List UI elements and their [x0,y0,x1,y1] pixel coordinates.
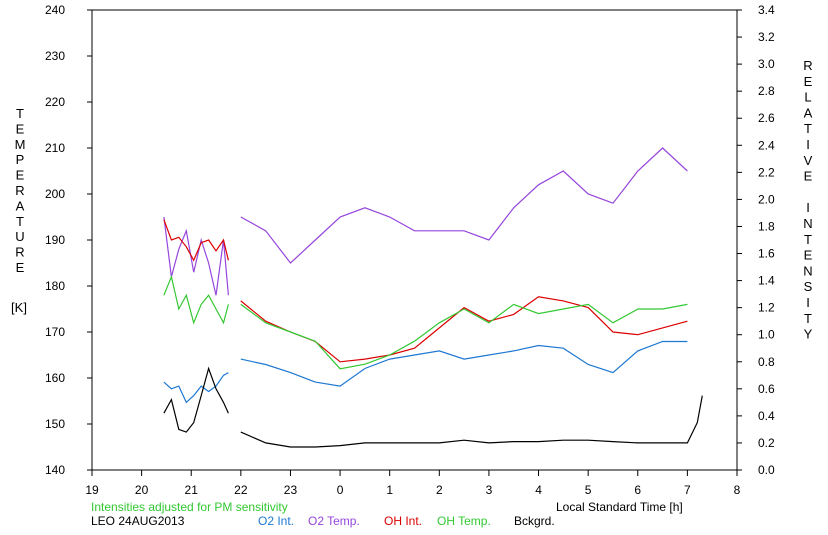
right-tick-label: 0.0 [758,463,775,477]
series-bckgrd-segment-2 [240,395,703,448]
left-axis-letter: U [15,229,24,244]
footer-id: LEO 24AUG2013 [91,514,185,528]
right-tick-label: 2.0 [758,192,775,206]
left-tick-label: 210 [45,141,65,155]
right-tick-label: 3.0 [758,57,775,71]
legend-oh-temp: OH Temp. [437,514,491,528]
series-o2-temp-segment-1 [163,216,229,296]
left-tick-label: 190 [45,233,65,247]
right-axis-letter: L [804,90,811,105]
legend-bckgrd: Bckgrd. [514,514,555,528]
series-oh-int-segment-1 [163,219,229,262]
right-axis-letter: T [804,121,812,136]
legend-o2-temp: O2 Temp. [308,514,360,528]
x-tick-label: 3 [486,483,493,497]
right-axis-letter: N [803,263,812,278]
series-layer [163,147,703,448]
series-o2-int-segment-1 [163,372,229,404]
x-tick-label: 5 [585,483,592,497]
right-tick-label: 1.0 [758,328,775,342]
series-o2-temp-segment-2 [240,147,688,264]
right-axis-letter: E [804,74,813,89]
right-tick-label: 1.2 [758,301,775,315]
left-tick-label: 220 [45,95,65,109]
left-tick-label: 230 [45,49,65,63]
right-tick-label: 2.4 [758,138,775,152]
x-axis-label: Local Standard Time [h] [556,500,683,514]
right-axis-letter: S [804,279,813,294]
left-tick-label: 200 [45,187,65,201]
right-axis-letter: R [803,58,812,73]
right-axis-letter: A [804,105,813,120]
right-tick-label: 2.6 [758,111,775,125]
x-tick-label: 8 [734,483,741,497]
x-tick-label: 21 [185,483,199,497]
x-tick-label: 0 [337,483,344,497]
right-tick-label: 0.6 [758,382,775,396]
right-axis: 0.0 0.2 0.4 0.6 0.8 1.0 1.2 1.4 1.6 1.8 2.0 2.2 2.4 2… [737,3,775,477]
right-axis-letter: I [806,137,810,152]
right-tick-label: 0.4 [758,409,775,423]
right-tick-label: 2.8 [758,84,775,98]
x-tick-label: 20 [135,483,149,497]
series-oh-temp-segment-1 [163,274,229,325]
left-axis-letter: M [15,137,26,152]
x-tick-label: 22 [234,483,248,497]
left-tick-label: 150 [45,417,65,431]
right-tick-label: 1.8 [758,219,775,233]
right-axis-letter: I [806,295,810,310]
right-tick-label: 2.2 [758,165,775,179]
right-axis-letter: I [806,200,810,215]
x-tick-label: 23 [284,483,298,497]
x-tick-label: 1 [386,483,393,497]
right-axis-letter: E [804,248,813,263]
series-oh-int-segment-2 [240,296,688,363]
legend-oh-int: OH Int. [384,514,423,528]
left-axis-letter: R [15,183,24,198]
series-bckgrd-segment-1 [163,366,229,433]
x-tick-label: 6 [634,483,641,497]
sensitivity-note: Intensities adjusted for PM sensitivity [91,500,288,514]
left-tick-label: 170 [45,325,65,339]
x-axis: 19 20 21 22 23 0 1 2 3 4 5 6 7 8 [85,470,741,497]
left-axis-letter: E [16,121,25,136]
series-oh-temp-segment-2 [240,303,688,370]
right-tick-label: 3.4 [758,3,775,17]
series-o2-int-segment-2 [240,340,688,387]
left-tick-label: 240 [45,3,65,17]
x-tick-label: 2 [436,483,443,497]
x-tick-label: 4 [535,483,542,497]
right-tick-label: 0.8 [758,355,775,369]
left-tick-label: 180 [45,279,65,293]
plot-frame [91,9,738,471]
right-axis-letter: V [804,153,813,168]
right-axis-letter: N [803,216,812,231]
right-tick-label: 1.6 [758,247,775,261]
left-axis-letter: R [15,245,24,260]
right-axis-letter: Y [804,327,813,342]
legend-o2-int: O2 Int. [258,514,295,528]
right-axis-letter: T [804,232,812,247]
left-tick-label: 160 [45,371,65,385]
x-tick-label: 7 [684,483,691,497]
right-axis-letter: E [804,169,813,184]
left-axis-letter: T [16,214,24,229]
left-axis-letter: P [16,152,25,167]
right-tick-label: 1.4 [758,274,775,288]
right-axis-letter: T [804,311,812,326]
left-axis-unit: [K] [11,300,27,315]
left-axis: 140 150 160 170 180 190 200 210 220 230 240 [45,3,92,477]
left-axis-letter: A [16,198,25,213]
right-tick-label: 0.2 [758,436,775,450]
x-tick-label: 19 [85,483,99,497]
right-tick-label: 3.2 [758,30,775,44]
left-axis-letter: E [16,168,25,183]
left-tick-label: 140 [45,463,65,477]
left-axis-letter: E [16,260,25,275]
left-axis-letter: T [16,106,24,121]
